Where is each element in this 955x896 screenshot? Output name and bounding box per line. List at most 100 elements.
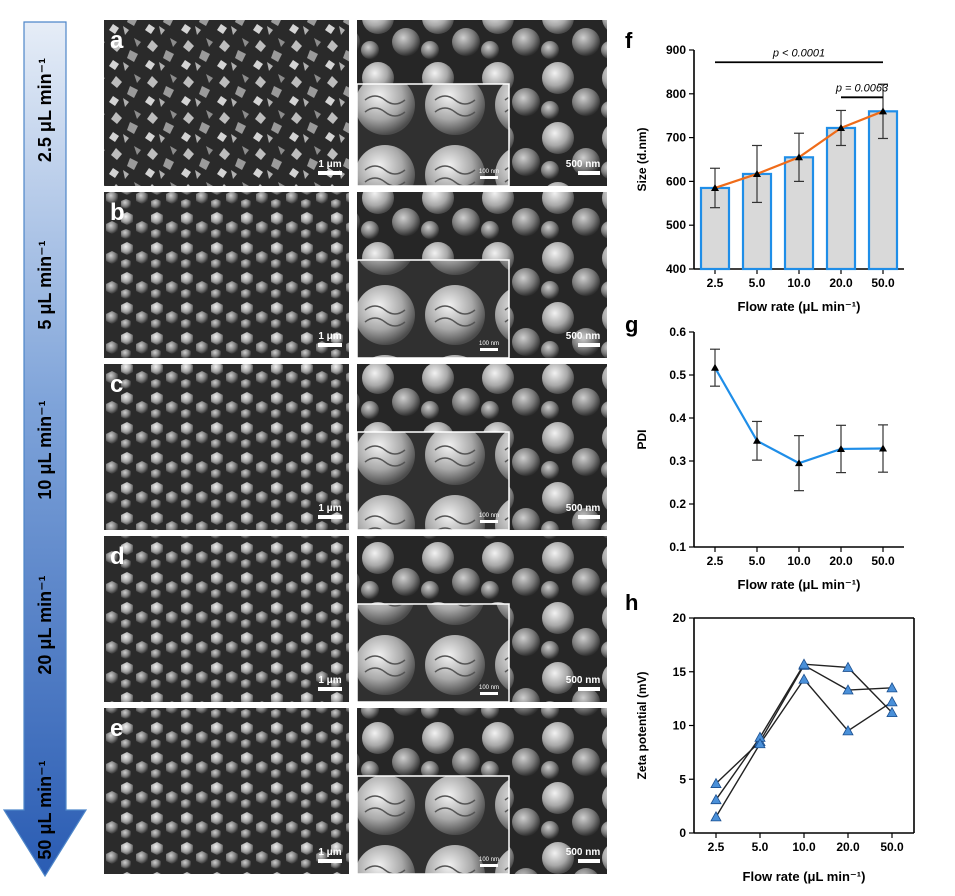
x-tick-label: 20.0 xyxy=(829,276,853,290)
chart-f-size: 400 500 600 700 800 900 2.5 5.0 10.0 20.0 50.0 Size… xyxy=(625,28,904,314)
scale-label-inset-e: 100 nm xyxy=(479,857,499,863)
sem-image-grid: a 1 μm 500 nm 100 nm b 1 μm 500 nm 100 nm c 1 μm 5… xyxy=(104,20,607,875)
trend-marker xyxy=(837,123,845,131)
scale-label-left-a: 1 μm xyxy=(318,159,341,170)
arrow-label-3: 10 μL min⁻¹ xyxy=(35,400,55,499)
sem-left-image-e xyxy=(104,708,349,874)
y-axis-label: PDI xyxy=(635,429,649,449)
panel-letter-g: g xyxy=(625,312,638,337)
arrow-shape xyxy=(2,21,88,878)
zeta-marker xyxy=(886,682,898,693)
zeta-line-2 xyxy=(715,663,893,801)
x-tick-label: 10.0 xyxy=(787,554,811,568)
y-tick-label: 800 xyxy=(666,87,686,101)
sem-row-c: c 1 μm 500 nm 100 nm xyxy=(104,364,607,531)
panel-letter-c: c xyxy=(110,371,123,398)
y-tick-label: 600 xyxy=(666,174,686,188)
x-tick-label: 10.0 xyxy=(787,276,811,290)
y-tick-label: 5 xyxy=(679,772,686,786)
pdi-marker xyxy=(879,444,887,452)
x-tick-label: 2.5 xyxy=(708,840,725,854)
zeta-marker xyxy=(710,811,722,822)
scale-bar-inset-a xyxy=(480,176,498,179)
zeta-marker xyxy=(754,737,766,749)
scale-bar-inset-c xyxy=(480,520,498,523)
arrow-label-2: 5 μL min⁻¹ xyxy=(35,240,55,329)
scale-bar-right-a xyxy=(578,171,600,175)
sem-left-image-d xyxy=(104,536,349,702)
arrow-label-4: 20 μL min⁻¹ xyxy=(35,575,55,674)
zeta-marker xyxy=(798,673,810,684)
significance-label: p < 0.0001 xyxy=(772,47,825,59)
chart-h-zeta: 0 5 10 15 20 2.5 5.0 10.0 20.0 50.0 Zeta potential… xyxy=(625,590,915,884)
x-tick-label: 50.0 xyxy=(871,276,895,290)
zeta-marker xyxy=(886,706,898,717)
pdi-marker xyxy=(753,436,761,444)
sem-inset-b xyxy=(356,259,510,359)
zeta-marker xyxy=(842,684,854,695)
scale-bar-inset-d xyxy=(480,692,498,695)
significance-label: p = 0.0063 xyxy=(835,82,889,94)
scale-label-right-e: 500 nm xyxy=(566,847,601,858)
arrow-label-5: 50 μL min⁻¹ xyxy=(35,760,55,859)
scale-bar-right-d xyxy=(578,687,600,691)
x-tick-label: 20.0 xyxy=(829,554,853,568)
scale-bar-left-d xyxy=(318,687,342,691)
zeta-marker xyxy=(886,696,898,707)
x-tick-label: 50.0 xyxy=(880,840,904,854)
pdi-marker xyxy=(711,363,719,371)
arrow-label-1: 2.5 μL min⁻¹ xyxy=(35,58,55,162)
panel-letter-f: f xyxy=(625,28,633,53)
flow-rate-arrow: 2.5 μL min⁻¹ 5 μL min⁻¹ 10 μL min⁻¹ 20 μL m… xyxy=(2,21,88,878)
scale-label-right-d: 500 nm xyxy=(566,675,601,686)
sem-row-e: e 1 μm 500 nm 100 nm xyxy=(104,708,607,875)
scale-bar-right-b xyxy=(578,343,600,347)
scale-label-right-c: 500 nm xyxy=(566,503,601,514)
y-tick-label: 15 xyxy=(673,665,687,679)
sem-inset-a xyxy=(356,83,510,187)
y-tick-label: 500 xyxy=(666,218,686,232)
scale-label-left-c: 1 μm xyxy=(318,503,341,514)
y-tick-label: 400 xyxy=(666,262,686,276)
y-tick-label: 0.3 xyxy=(669,454,686,468)
scale-bar-left-b xyxy=(318,343,342,347)
scale-label-inset-c: 100 nm xyxy=(479,513,499,519)
zeta-marker xyxy=(710,793,722,805)
sem-inset-c xyxy=(356,431,510,531)
scale-bar-right-e xyxy=(578,859,600,863)
sem-row-b: b 1 μm 500 nm 100 nm xyxy=(104,192,607,359)
x-axis-label: Flow rate (μL min⁻¹) xyxy=(738,577,861,592)
y-tick-label: 700 xyxy=(666,131,686,145)
trend-marker xyxy=(879,107,887,115)
x-axis-label: Flow rate (μL min⁻¹) xyxy=(743,869,866,884)
panel-letter-d: d xyxy=(110,543,125,570)
sem-row-a: a 1 μm 500 nm 100 nm xyxy=(104,20,607,187)
zeta-marker xyxy=(710,777,722,788)
y-tick-label: 20 xyxy=(673,611,687,625)
scale-label-left-d: 1 μm xyxy=(318,675,341,686)
sem-left-image-c xyxy=(104,364,349,530)
panel-letter-e: e xyxy=(110,715,123,742)
bar-20.0 xyxy=(825,126,857,271)
scale-bar-left-a xyxy=(318,171,342,175)
x-axis-label: Flow rate (μL min⁻¹) xyxy=(738,299,861,314)
zeta-line-3 xyxy=(715,678,893,818)
sem-row-d: d 1 μm 500 nm 100 nm xyxy=(104,536,607,703)
x-tick-label: 2.5 xyxy=(707,276,724,290)
x-tick-label: 5.0 xyxy=(749,554,766,568)
scale-label-right-a: 500 nm xyxy=(566,159,601,170)
scale-label-inset-a: 100 nm xyxy=(479,169,499,175)
sem-left-image-a xyxy=(104,20,349,186)
scale-bar-left-c xyxy=(318,515,342,519)
sem-left-image-b xyxy=(104,192,349,358)
zeta-marker xyxy=(798,658,810,669)
y-tick-label: 0.2 xyxy=(669,497,686,511)
chart-g-pdi: 0.1 0.2 0.3 0.4 0.5 0.6 2.5 5.0 10.0 20.0 50.0 PDI F… xyxy=(625,312,904,592)
scale-bar-inset-e xyxy=(480,864,498,867)
scale-bar-left-e xyxy=(318,859,342,863)
scale-label-inset-d: 100 nm xyxy=(479,685,499,691)
y-tick-label: 900 xyxy=(666,43,686,57)
scale-label-left-e: 1 μm xyxy=(318,847,341,858)
scale-label-inset-b: 100 nm xyxy=(479,341,499,347)
